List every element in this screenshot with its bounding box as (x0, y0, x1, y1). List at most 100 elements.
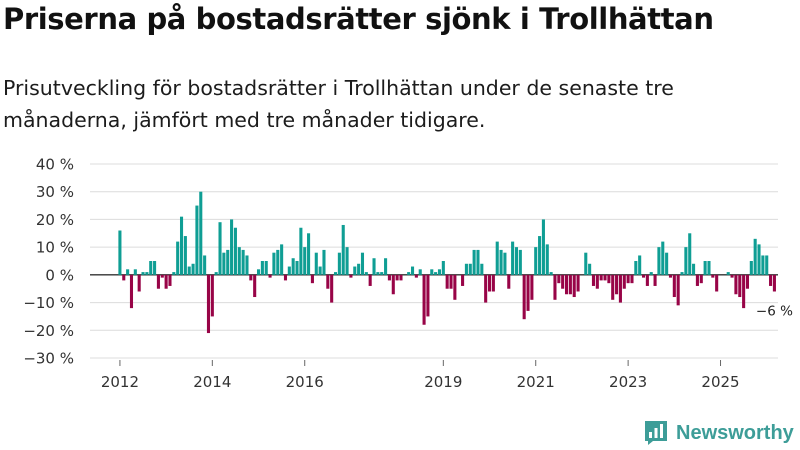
bar (318, 266, 322, 275)
bar (199, 191, 203, 275)
bar (591, 274, 596, 286)
bar (699, 274, 703, 284)
bar (437, 269, 442, 275)
bar (564, 274, 569, 295)
bar (638, 255, 642, 275)
bar (476, 249, 480, 275)
bar (734, 274, 738, 295)
bar (672, 274, 676, 298)
x-tick-label: 2016 (286, 373, 324, 391)
bar (703, 261, 707, 275)
bar (692, 263, 696, 275)
bar (349, 274, 353, 278)
bar (314, 252, 318, 275)
bar (430, 269, 434, 275)
gridlines (90, 163, 778, 359)
bar (603, 274, 607, 281)
bar (137, 274, 141, 292)
bar (753, 238, 757, 275)
bar (711, 274, 715, 278)
y-tick-label: 0 % (45, 266, 74, 284)
bar (769, 274, 773, 286)
newsworthy-logo[interactable]: Newsworthy (644, 420, 794, 446)
bar (399, 274, 403, 281)
bar (695, 274, 699, 286)
chart-title: Priserna på bostadsrätter sjönk i Trollh… (3, 2, 714, 36)
x-axis: 2012 2014 2016 2019 2021 2023 2025 (101, 360, 740, 391)
bar (557, 274, 561, 284)
bar (584, 252, 588, 275)
bar (607, 274, 611, 284)
bar (453, 274, 457, 300)
bar (287, 266, 291, 275)
y-tick-label: 10 % (36, 239, 74, 257)
bar (495, 241, 499, 275)
bar (384, 258, 388, 275)
bar (507, 274, 511, 289)
bar (484, 274, 488, 303)
bar (414, 274, 418, 278)
bar (253, 274, 257, 298)
bar (757, 244, 761, 275)
x-tick-label: 2021 (517, 373, 555, 391)
bar (172, 272, 176, 275)
last-value-label: −6 % (756, 303, 793, 319)
bar (461, 274, 465, 286)
bar (326, 274, 330, 289)
bar (210, 274, 214, 317)
y-tick-label: −30 % (23, 350, 74, 368)
bar (283, 274, 288, 281)
bar (738, 274, 742, 298)
bar (487, 274, 492, 292)
bar (599, 274, 603, 281)
bar (511, 241, 515, 275)
bar (203, 255, 207, 275)
bar (357, 263, 361, 275)
bar (526, 274, 530, 311)
bar (280, 244, 284, 275)
bar (595, 274, 599, 289)
bar (645, 274, 649, 286)
bar (668, 274, 673, 278)
bar (426, 274, 430, 317)
bar (333, 272, 338, 275)
bar (522, 274, 526, 320)
bar (745, 274, 750, 289)
bar (341, 224, 345, 275)
y-axis: −30 % −20 % −10 % 0 % 10 % 20 % 30 % 40 % (23, 156, 74, 368)
bar (276, 249, 280, 275)
bar (353, 266, 357, 275)
bar (742, 274, 746, 309)
brand-name: Newsworthy (676, 421, 794, 444)
bar (534, 247, 538, 275)
bar (330, 274, 334, 303)
bars (118, 191, 776, 334)
bar (561, 274, 565, 289)
bar (707, 261, 711, 275)
bar (299, 227, 303, 275)
bar (480, 263, 484, 275)
bar (260, 261, 264, 275)
bar (730, 274, 734, 278)
bar (568, 274, 572, 295)
bar (129, 274, 134, 309)
bar (337, 252, 341, 275)
annotations: −6 % (756, 303, 793, 319)
bar (661, 241, 665, 275)
chart-subtitle: Prisutveckling för bostadsrätter i Troll… (3, 76, 674, 132)
bar (407, 272, 411, 275)
bar (549, 272, 553, 275)
bar (630, 274, 634, 284)
bar (307, 233, 311, 275)
bar (468, 263, 472, 275)
y-tick-label: −20 % (23, 322, 74, 340)
x-tick-label: 2014 (193, 373, 231, 391)
bar (634, 261, 638, 275)
y-tick-label: 40 % (36, 156, 74, 174)
bar (761, 255, 765, 275)
bar (268, 274, 272, 278)
bar (364, 272, 368, 275)
bar (295, 261, 299, 275)
bar (649, 272, 653, 275)
